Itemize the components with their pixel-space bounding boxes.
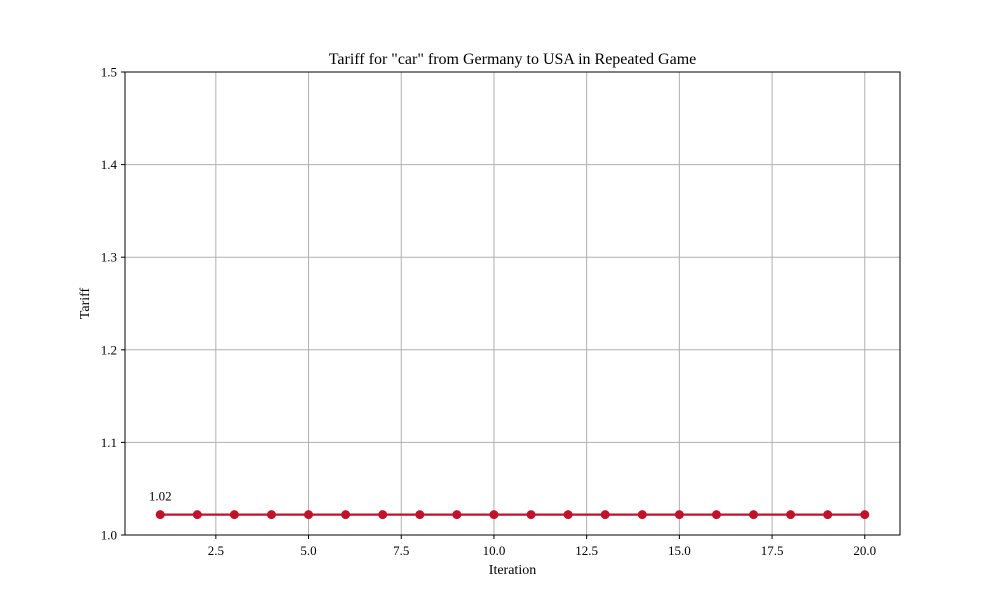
data-point-marker bbox=[600, 510, 610, 520]
data-point-marker bbox=[563, 510, 573, 520]
data-point-marker bbox=[415, 510, 425, 520]
data-point-marker bbox=[192, 510, 202, 520]
x-tick-label: 7.5 bbox=[393, 543, 409, 558]
data-point-marker bbox=[229, 510, 239, 520]
plot-area-frame bbox=[124, 71, 901, 536]
x-tick-label: 10.0 bbox=[483, 543, 506, 558]
data-point-marker bbox=[304, 510, 314, 520]
x-tick-label: 12.5 bbox=[575, 543, 598, 558]
x-axis-label: Iteration bbox=[489, 563, 536, 578]
data-point-marker bbox=[674, 510, 684, 520]
x-axis-ticks: 2.5 5.0 7.5 10.0 12.5 15.0 17.5 20.0 bbox=[208, 535, 876, 558]
chart-title: Tariff for "car" from Germany to USA in … bbox=[329, 51, 697, 68]
data-point-marker bbox=[378, 510, 388, 520]
data-point-marker bbox=[266, 510, 276, 520]
y-tick-label: 1.5 bbox=[101, 65, 117, 80]
y-tick-label: 1.3 bbox=[101, 250, 117, 265]
data-point-marker bbox=[860, 510, 870, 520]
data-point-marker bbox=[786, 510, 796, 520]
y-tick-label: 1.0 bbox=[101, 528, 117, 543]
x-tick-label: 17.5 bbox=[761, 543, 784, 558]
data-point-marker bbox=[526, 510, 536, 520]
y-axis-ticks: 1.0 1.1 1.2 1.3 1.4 1.5 bbox=[101, 65, 125, 543]
series-layer bbox=[155, 510, 870, 520]
data-point-marker bbox=[823, 510, 833, 520]
y-axis-label: Tariff bbox=[78, 287, 93, 319]
x-tick-label: 20.0 bbox=[853, 543, 876, 558]
data-point-marker bbox=[155, 510, 165, 520]
grid-lines bbox=[125, 71, 900, 536]
annotations: 1.02 bbox=[149, 489, 172, 504]
data-point-marker bbox=[749, 510, 759, 520]
y-tick-label: 1.4 bbox=[101, 157, 118, 172]
data-label: 1.02 bbox=[149, 489, 172, 504]
x-tick-label: 5.0 bbox=[300, 543, 316, 558]
x-tick-label: 2.5 bbox=[208, 543, 224, 558]
data-point-marker bbox=[637, 510, 647, 520]
y-tick-label: 1.1 bbox=[101, 435, 117, 450]
data-point-marker bbox=[452, 510, 462, 520]
data-point-marker bbox=[341, 510, 351, 520]
y-tick-label: 1.2 bbox=[101, 342, 117, 357]
data-point-marker bbox=[489, 510, 499, 520]
data-point-marker bbox=[711, 510, 721, 520]
x-tick-label: 15.0 bbox=[668, 543, 691, 558]
